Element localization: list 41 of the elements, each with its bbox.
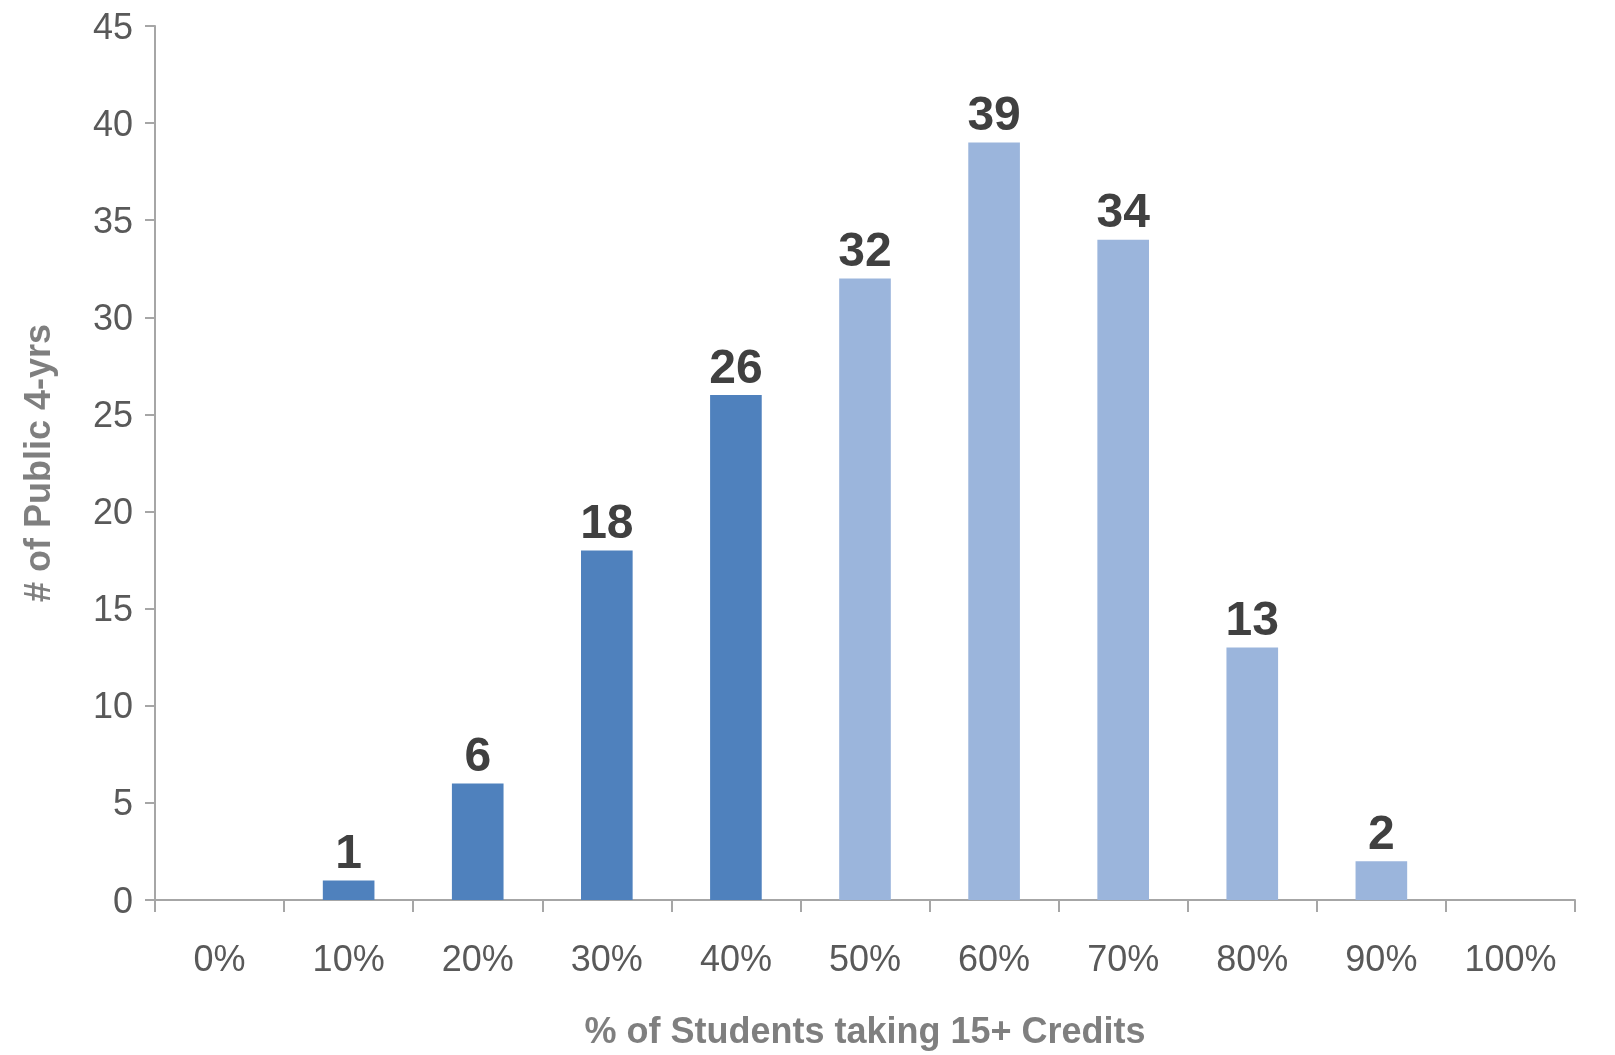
x-tick-label: 20% [441,937,514,979]
bar [1226,647,1279,900]
bar [451,783,504,900]
bar [1355,861,1408,900]
y-tick-label: 10 [92,685,133,727]
x-axis-title: % of Students taking 15+ Credits [584,1009,1146,1051]
y-tick-label: 40 [92,102,133,144]
x-tick-label: 90% [1345,937,1418,979]
y-tick-label: 45 [92,5,133,47]
y-tick-label: 35 [92,199,133,241]
y-tick-label: 15 [92,588,133,630]
bar [968,142,1020,900]
y-tick-label: 30 [92,296,133,338]
data-label: 6 [464,727,492,781]
y-tick-label: 5 [112,782,133,824]
y-axis-title: # of Public 4-yrs [16,323,58,603]
data-label: 26 [709,339,763,393]
x-tick-label: 60% [958,937,1031,979]
data-label: 39 [967,87,1021,141]
bar [710,395,762,900]
y-tick-label: 25 [92,393,133,435]
data-label: 2 [1368,805,1395,859]
x-tick-label: 80% [1216,937,1289,979]
data-label: 13 [1225,592,1279,646]
x-tick-label: 0% [193,937,246,979]
x-tick-label: 70% [1087,937,1160,979]
x-tick-label: 40% [699,937,772,979]
x-tick-label: 30% [570,937,643,979]
y-tick-label: 0 [112,879,133,921]
bar [581,550,633,900]
data-label: 32 [838,222,892,276]
x-tick-label: 10% [312,937,385,979]
bar [1097,239,1149,900]
bar [839,278,891,900]
data-label: 34 [1096,184,1151,238]
bar [322,880,375,900]
data-label: 18 [580,494,634,548]
y-tick-label: 20 [92,491,133,533]
x-tick-label: 50% [828,937,902,979]
x-tick-label: 100% [1464,937,1557,979]
data-label: 1 [335,825,362,879]
